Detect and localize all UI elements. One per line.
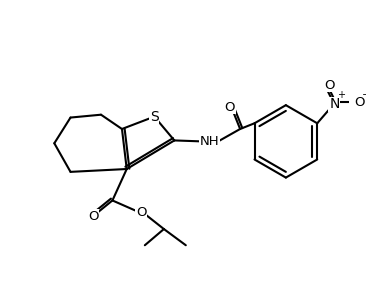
Text: O: O (136, 206, 146, 219)
Text: NH: NH (200, 135, 220, 148)
Text: O: O (354, 96, 365, 109)
Text: S: S (150, 110, 159, 124)
Text: O: O (324, 79, 335, 92)
Text: O: O (224, 100, 235, 114)
Text: N: N (329, 97, 340, 111)
Text: O: O (88, 210, 98, 223)
Text: −: − (362, 90, 366, 100)
Text: +: + (337, 90, 345, 100)
